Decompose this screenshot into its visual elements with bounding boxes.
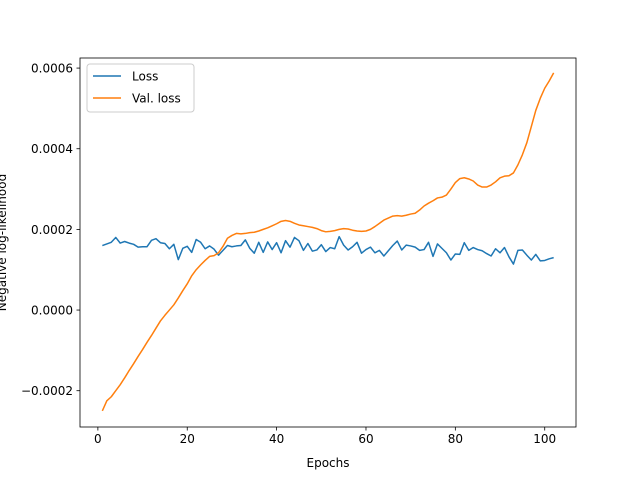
x-tick-label: 0 xyxy=(94,432,102,446)
y-tick-label: 0.0004 xyxy=(31,142,73,156)
legend-label-0: Loss xyxy=(132,70,158,84)
axes-frame xyxy=(79,57,577,428)
x-tick-label: 20 xyxy=(180,432,195,446)
series-line-0 xyxy=(102,235,554,265)
x-tick-label: 80 xyxy=(448,432,463,446)
x-tick-label: 40 xyxy=(269,432,284,446)
legend: Loss Val. loss xyxy=(86,63,195,113)
y-tick-label: −0.0002 xyxy=(21,384,73,398)
y-axis-label: Negative log-likelihood xyxy=(0,174,9,311)
y-axis-ticks: −0.0002 0.0000 0.0002 0.0004 0.0006 xyxy=(21,62,80,398)
plot-lines xyxy=(101,72,555,412)
x-tick-label: 60 xyxy=(358,432,373,446)
series-line-1 xyxy=(101,72,555,412)
y-tick-label: 0.0002 xyxy=(31,223,73,237)
x-axis-ticks: 0 20 40 60 80 100 xyxy=(94,427,556,446)
y-tick-label: 0.0000 xyxy=(31,304,73,318)
legend-label-1: Val. loss xyxy=(132,92,181,106)
x-axis-label: Epochs xyxy=(307,456,350,470)
y-tick-label: 0.0006 xyxy=(31,62,73,76)
x-tick-label: 100 xyxy=(533,432,556,446)
